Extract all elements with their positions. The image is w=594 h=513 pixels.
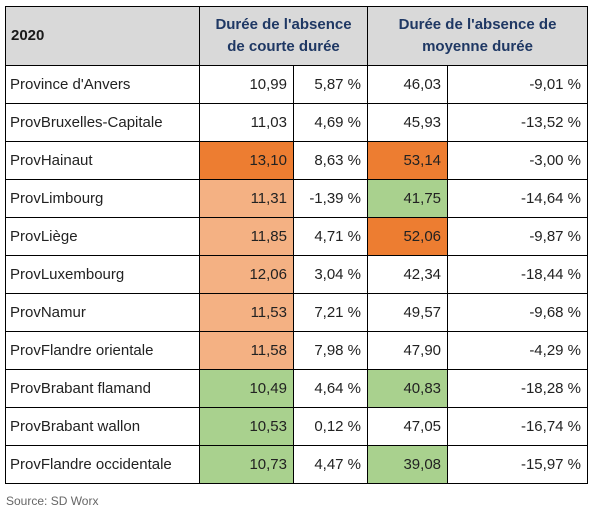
short-duration-value-cell: 10,53 — [199, 407, 294, 446]
medium-duration-value-cell: 40,83 — [367, 369, 449, 408]
short-duration-value-cell: 13,10 — [199, 141, 294, 180]
short-duration-header: Durée de l'absence de courte durée — [198, 6, 369, 66]
table-row: ProvBrabant wallon 10,53 0,12 % 47,05 -16,74… — [5, 407, 589, 446]
medium-duration-change-cell: -9,68 % — [447, 293, 589, 332]
table-row: ProvLimbourg 11,31 -1,39 % 41,75 -14,64 % — [5, 179, 589, 218]
short-duration-value-cell: 10,49 — [199, 369, 294, 408]
table-row: ProvHainaut 13,10 8,63 % 53,14 -3,00 % — [5, 141, 589, 180]
medium-duration-value-cell: 53,14 — [367, 141, 449, 180]
short-duration-change-cell: -1,39 % — [292, 179, 369, 218]
table-row: ProvNamur 11,53 7,21 % 49,57 -9,68 % — [5, 293, 589, 332]
table-row: ProvLiège 11,85 4,71 % 52,06 -9,87 % — [5, 217, 589, 256]
short-duration-value-cell: 11,58 — [199, 331, 294, 370]
province-name-cell: ProvLuxembourg — [5, 255, 200, 294]
medium-duration-value-cell: 42,34 — [367, 255, 449, 294]
short-duration-change-cell: 7,98 % — [292, 331, 369, 370]
medium-duration-change-cell: -4,29 % — [447, 331, 589, 370]
medium-duration-change-cell: -18,28 % — [447, 369, 589, 408]
medium-duration-change-cell: -18,44 % — [447, 255, 589, 294]
medium-duration-change-cell: -16,74 % — [447, 407, 589, 446]
short-duration-change-cell: 8,63 % — [292, 141, 369, 180]
short-duration-value-cell: 11,85 — [199, 217, 294, 256]
short-duration-change-cell: 5,87 % — [292, 65, 369, 104]
medium-duration-value-cell: 52,06 — [367, 217, 449, 256]
table-row: ProvLuxembourg 12,06 3,04 % 42,34 -18,44 % — [5, 255, 589, 294]
medium-duration-value-cell: 41,75 — [367, 179, 449, 218]
year-header: 2020 — [5, 6, 200, 66]
medium-duration-value-cell: 47,05 — [367, 407, 449, 446]
short-duration-value-cell: 10,73 — [199, 445, 294, 484]
short-duration-change-cell: 4,47 % — [292, 445, 369, 484]
medium-duration-value-cell: 46,03 — [367, 65, 449, 104]
short-duration-change-cell: 7,21 % — [292, 293, 369, 332]
province-name-cell: ProvHainaut — [5, 141, 200, 180]
province-name-cell: ProvNamur — [5, 293, 200, 332]
medium-duration-change-cell: -9,87 % — [447, 217, 589, 256]
absence-table: 2020 Durée de l'absence de courte durée … — [5, 6, 589, 484]
short-duration-change-cell: 4,69 % — [292, 103, 369, 142]
medium-duration-value-cell: 45,93 — [367, 103, 449, 142]
short-duration-change-cell: 4,64 % — [292, 369, 369, 408]
table-row: ProvFlandre occidentale 10,73 4,47 % 39,08-… — [5, 445, 589, 484]
province-name-cell: ProvLimbourg — [5, 179, 200, 218]
province-name-cell: ProvFlandre orientale — [5, 331, 200, 370]
province-name-cell: ProvBruxelles-Capitale — [5, 103, 200, 142]
province-name-cell: ProvFlandre occidentale — [5, 445, 200, 484]
short-duration-value-cell: 11,31 — [199, 179, 294, 218]
short-duration-value-cell: 11,53 — [199, 293, 294, 332]
province-name-cell: ProvBrabant flamand — [5, 369, 200, 408]
short-duration-value-cell: 12,06 — [199, 255, 294, 294]
table-row: ProvFlandre orientale 11,58 7,98 % 47,90 -4,… — [5, 331, 589, 370]
province-name-cell: ProvBrabant wallon — [5, 407, 200, 446]
table-body: Province d'Anvers 10,99 5,87 % 46,03 -9,01 %… — [5, 65, 589, 484]
table-row: ProvBruxelles-Capitale 11,03 4,69 % 45,93 -1… — [5, 103, 589, 142]
medium-duration-change-cell: -3,00 % — [447, 141, 589, 180]
medium-duration-value-cell: 47,90 — [367, 331, 449, 370]
medium-duration-change-cell: -14,64 % — [447, 179, 589, 218]
short-duration-change-cell: 0,12 % — [292, 407, 369, 446]
source-note: Source: SD Worx — [6, 494, 99, 508]
table-row: ProvBrabant flamand 10,49 4,64 % 40,83 -18,2… — [5, 369, 589, 408]
short-duration-change-cell: 4,71 % — [292, 217, 369, 256]
medium-duration-value-cell: 39,08 — [367, 445, 449, 484]
table-header-row: 2020 Durée de l'absence de courte durée … — [5, 6, 589, 66]
province-name-cell: ProvLiège — [5, 217, 200, 256]
table-row: Province d'Anvers 10,99 5,87 % 46,03 -9,01 % — [5, 65, 589, 104]
short-duration-change-cell: 3,04 % — [292, 255, 369, 294]
medium-duration-change-cell: -15,97 % — [447, 445, 589, 484]
short-duration-value-cell: 11,03 — [199, 103, 294, 142]
province-name-cell: Province d'Anvers — [5, 65, 200, 104]
medium-duration-value-cell: 49,57 — [367, 293, 449, 332]
medium-duration-change-cell: -9,01 % — [447, 65, 589, 104]
short-duration-value-cell: 10,99 — [199, 65, 294, 104]
medium-duration-change-cell: -13,52 % — [447, 103, 589, 142]
medium-duration-header: Durée de l'absence de moyenne durée — [367, 6, 589, 66]
